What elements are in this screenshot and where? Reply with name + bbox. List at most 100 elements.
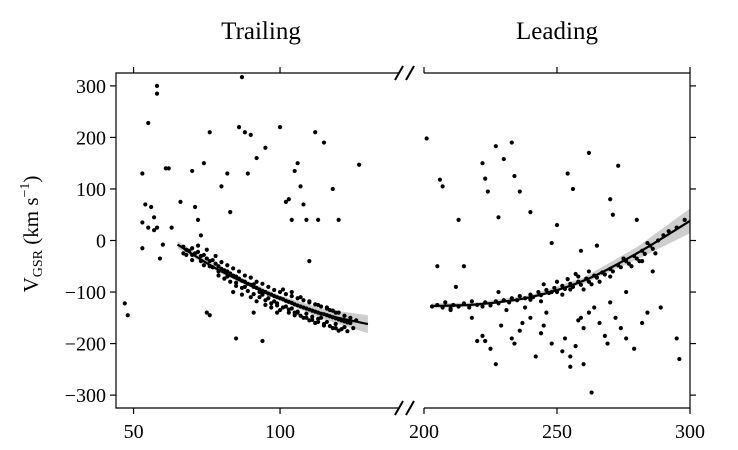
data-point bbox=[254, 299, 259, 304]
data-point bbox=[618, 326, 623, 331]
data-point bbox=[342, 313, 347, 318]
data-point bbox=[195, 217, 201, 222]
data-point bbox=[219, 260, 224, 265]
data-point bbox=[321, 140, 327, 145]
ylabel-sub: GSR bbox=[31, 249, 46, 277]
data-point bbox=[336, 328, 341, 333]
data-point bbox=[496, 215, 501, 220]
data-point bbox=[307, 318, 312, 323]
data-point bbox=[640, 320, 645, 326]
data-point bbox=[677, 356, 682, 362]
data-point bbox=[488, 346, 493, 351]
x-tick-label: 300 bbox=[675, 421, 705, 443]
data-point bbox=[190, 168, 195, 174]
data-point bbox=[292, 313, 297, 318]
data-point bbox=[143, 202, 148, 207]
x-tick-label: 100 bbox=[265, 421, 295, 443]
x-tick-label: 200 bbox=[409, 421, 439, 443]
data-point bbox=[586, 279, 592, 284]
data-point bbox=[568, 354, 573, 359]
data-point bbox=[594, 275, 600, 280]
data-point bbox=[565, 277, 570, 282]
data-point bbox=[610, 269, 615, 274]
data-point bbox=[313, 130, 318, 135]
data-point bbox=[538, 331, 544, 336]
data-point bbox=[581, 287, 586, 292]
data-point bbox=[629, 264, 634, 269]
data-point bbox=[351, 326, 356, 331]
y-tick-label: 100 bbox=[76, 179, 106, 201]
data-point bbox=[301, 202, 306, 207]
data-point bbox=[151, 228, 157, 233]
data-point bbox=[140, 220, 145, 225]
data-point bbox=[254, 279, 259, 284]
data-point bbox=[475, 338, 480, 344]
data-point bbox=[236, 269, 242, 274]
data-point bbox=[192, 204, 198, 210]
data-point bbox=[225, 263, 230, 268]
data-point bbox=[560, 292, 565, 297]
data-point bbox=[283, 292, 288, 297]
data-point bbox=[257, 295, 262, 300]
data-point bbox=[453, 284, 459, 289]
data-point bbox=[333, 321, 338, 327]
data-point bbox=[330, 326, 335, 331]
y-tick-label: 200 bbox=[76, 127, 106, 149]
data-point bbox=[154, 91, 160, 96]
data-point bbox=[234, 283, 239, 288]
data-point bbox=[324, 305, 330, 310]
data-point bbox=[592, 305, 597, 310]
data-point bbox=[544, 287, 549, 293]
data-point bbox=[576, 274, 581, 279]
data-point bbox=[573, 344, 578, 349]
data-point bbox=[307, 299, 312, 304]
data-point bbox=[304, 315, 309, 320]
data-point bbox=[586, 310, 592, 315]
data-point bbox=[316, 302, 321, 308]
data-point bbox=[552, 285, 557, 291]
data-point bbox=[178, 199, 183, 204]
data-point bbox=[242, 130, 247, 135]
data-point bbox=[624, 336, 629, 341]
data-point bbox=[437, 177, 443, 182]
data-point bbox=[501, 156, 506, 162]
ylabel-close: ) bbox=[19, 176, 43, 183]
data-point bbox=[485, 189, 490, 194]
data-point bbox=[650, 269, 655, 274]
data-point bbox=[275, 310, 280, 315]
data-point bbox=[528, 315, 533, 320]
data-point bbox=[301, 315, 306, 320]
data-point bbox=[480, 333, 485, 338]
panel-trailing: 50 100 Trailing bbox=[115, 18, 406, 443]
data-point bbox=[578, 248, 584, 253]
data-point bbox=[289, 289, 294, 295]
data-point bbox=[228, 210, 233, 215]
data-point bbox=[151, 215, 157, 220]
data-point bbox=[316, 217, 321, 222]
data-point bbox=[562, 336, 568, 341]
data-point bbox=[234, 336, 239, 341]
y-tick-label: 300 bbox=[76, 76, 106, 98]
data-point bbox=[301, 298, 306, 303]
data-point bbox=[327, 323, 332, 329]
data-point bbox=[277, 289, 283, 295]
data-point bbox=[461, 264, 466, 269]
data-point bbox=[581, 326, 586, 331]
data-point bbox=[520, 320, 525, 326]
data-point bbox=[573, 271, 578, 277]
data-point bbox=[581, 362, 586, 367]
data-point bbox=[125, 313, 130, 318]
data-point bbox=[269, 301, 274, 306]
data-point bbox=[348, 315, 353, 320]
data-point bbox=[298, 313, 303, 318]
data-point bbox=[248, 275, 253, 280]
data-point bbox=[330, 186, 335, 192]
data-point bbox=[321, 323, 327, 328]
data-point bbox=[289, 217, 294, 222]
data-point bbox=[195, 249, 201, 254]
data-point bbox=[207, 130, 212, 135]
data-point bbox=[289, 306, 294, 311]
data-point bbox=[640, 259, 645, 264]
data-point bbox=[207, 313, 212, 318]
data-point bbox=[292, 168, 297, 174]
